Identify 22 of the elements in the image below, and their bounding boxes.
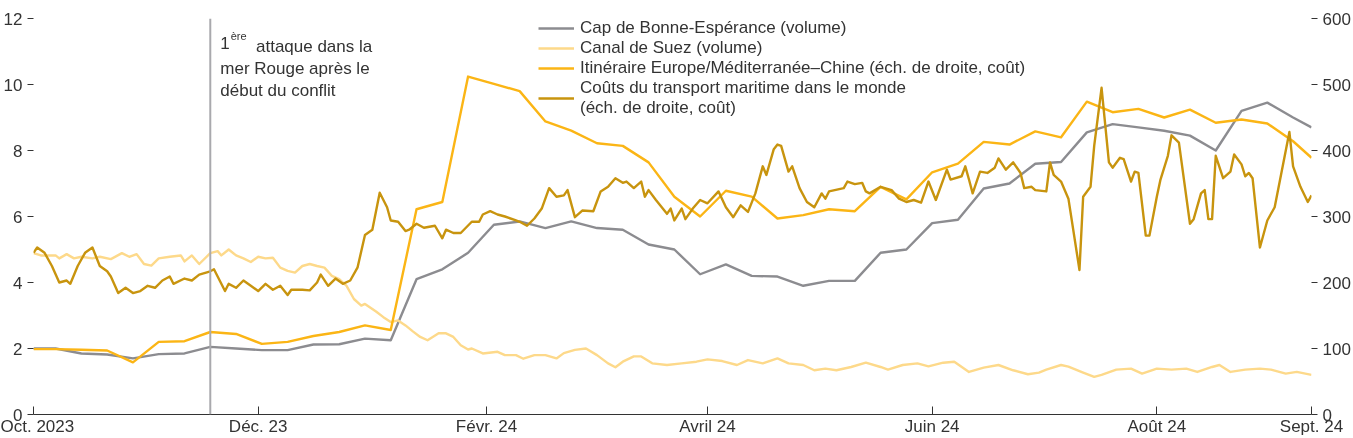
legend-label: Cap de Bonne-Espérance (volume): [580, 18, 847, 38]
y2-tick-label: 300: [1322, 207, 1351, 227]
x-tick-label: Avril 24: [679, 416, 736, 436]
y2-tick-label: 500: [1322, 75, 1351, 95]
x-tick-label: Juin 24: [904, 416, 960, 436]
x-tick-label: Déc. 23: [228, 416, 288, 436]
legend-label: Canal de Suez (volume): [580, 38, 763, 58]
y2-tick-label: 200: [1322, 273, 1351, 293]
y-tick-label: 2: [13, 339, 23, 359]
y2-tick-label: 100: [1322, 339, 1351, 359]
legend-label: Coûts du transport maritime dans le monde (éch. de droite, coût): [580, 78, 906, 118]
x-tick-label: Août 24: [1127, 416, 1187, 436]
y-tick-label: 4: [13, 273, 23, 293]
y-tick-label: 6: [13, 207, 23, 227]
y-tick-label: 10: [3, 75, 23, 95]
line-series: [33, 248, 1312, 379]
x-tick-label: Févr. 24: [455, 416, 518, 436]
legend-label: Itinéraire Europe/Méditerranée–Chine (éch. de droite, coût): [580, 58, 1026, 78]
y2-tick-label: 400: [1322, 141, 1351, 161]
y-tick-label: 12: [3, 9, 23, 29]
y-tick-label: 8: [13, 141, 23, 161]
y2-tick-label: 600: [1322, 9, 1351, 29]
